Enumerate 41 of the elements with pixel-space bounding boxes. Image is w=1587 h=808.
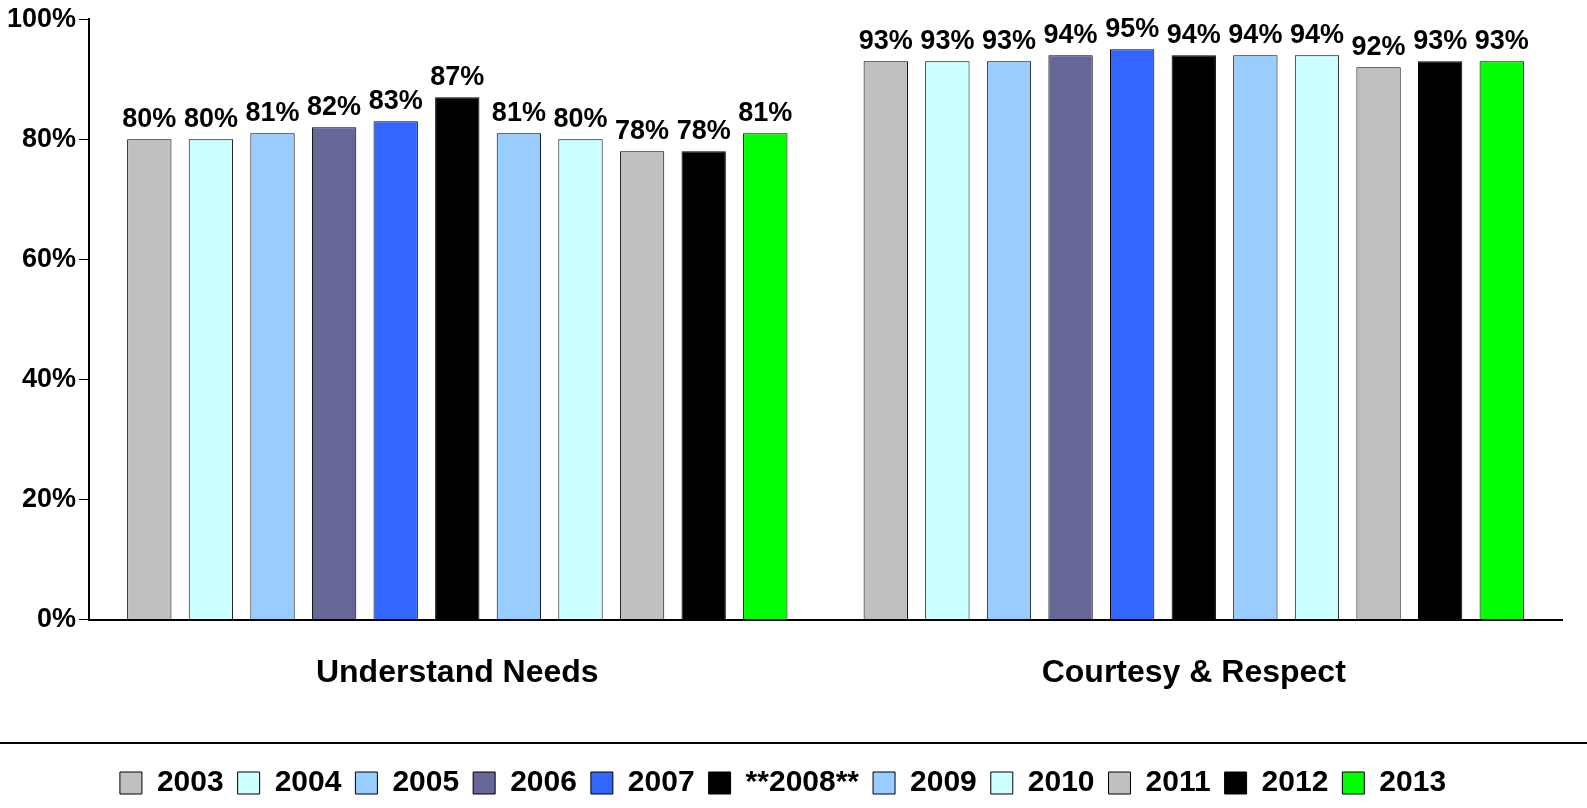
- legend-label: 2012: [1261, 764, 1329, 798]
- legend-label: 2004: [274, 764, 342, 798]
- y-tick-label: 100%: [6, 2, 77, 33]
- data-label: 81%: [491, 97, 546, 128]
- y-tick-label: 0%: [37, 603, 77, 634]
- data-label: 80%: [553, 103, 608, 134]
- legend-label: 2007: [627, 764, 695, 798]
- data-label: 93%: [1474, 25, 1529, 56]
- y-tick-label: 40%: [22, 362, 77, 393]
- y-tick-label: 80%: [22, 122, 77, 153]
- legend-label: **2008**: [745, 764, 860, 798]
- legend-label: 2013: [1379, 764, 1447, 798]
- legend-label: 2006: [510, 764, 577, 798]
- data-label: 93%: [920, 25, 975, 56]
- legend-label: 2005: [392, 764, 460, 798]
- data-label: 94%: [1166, 19, 1221, 50]
- data-label: 94%: [1289, 19, 1344, 50]
- data-label: 81%: [738, 97, 793, 128]
- x-tick-label: Understand Needs: [315, 652, 599, 689]
- data-label: 78%: [676, 115, 731, 146]
- data-label: 81%: [245, 97, 300, 128]
- legend-label: 2011: [1145, 764, 1211, 798]
- data-label: 93%: [1413, 25, 1468, 56]
- data-label: 83%: [368, 85, 423, 116]
- data-label: 80%: [122, 103, 177, 134]
- data-label: 93%: [981, 25, 1036, 56]
- data-label: 93%: [858, 25, 913, 56]
- y-tick-label: 60%: [22, 242, 77, 273]
- data-label: 95%: [1105, 13, 1160, 44]
- data-label: 92%: [1351, 31, 1406, 62]
- data-label: 94%: [1043, 19, 1098, 50]
- legend-label: 2010: [1027, 764, 1095, 798]
- legend-label: 2009: [910, 764, 977, 798]
- data-label: 94%: [1228, 19, 1283, 50]
- legend-label: 2003: [156, 764, 224, 798]
- data-label: 80%: [183, 103, 238, 134]
- data-label: 87%: [430, 61, 485, 92]
- data-label: 82%: [307, 91, 362, 122]
- x-tick-label: Courtesy & Respect: [1041, 652, 1347, 689]
- data-label: 78%: [615, 115, 670, 146]
- y-tick-label: 20%: [22, 482, 77, 513]
